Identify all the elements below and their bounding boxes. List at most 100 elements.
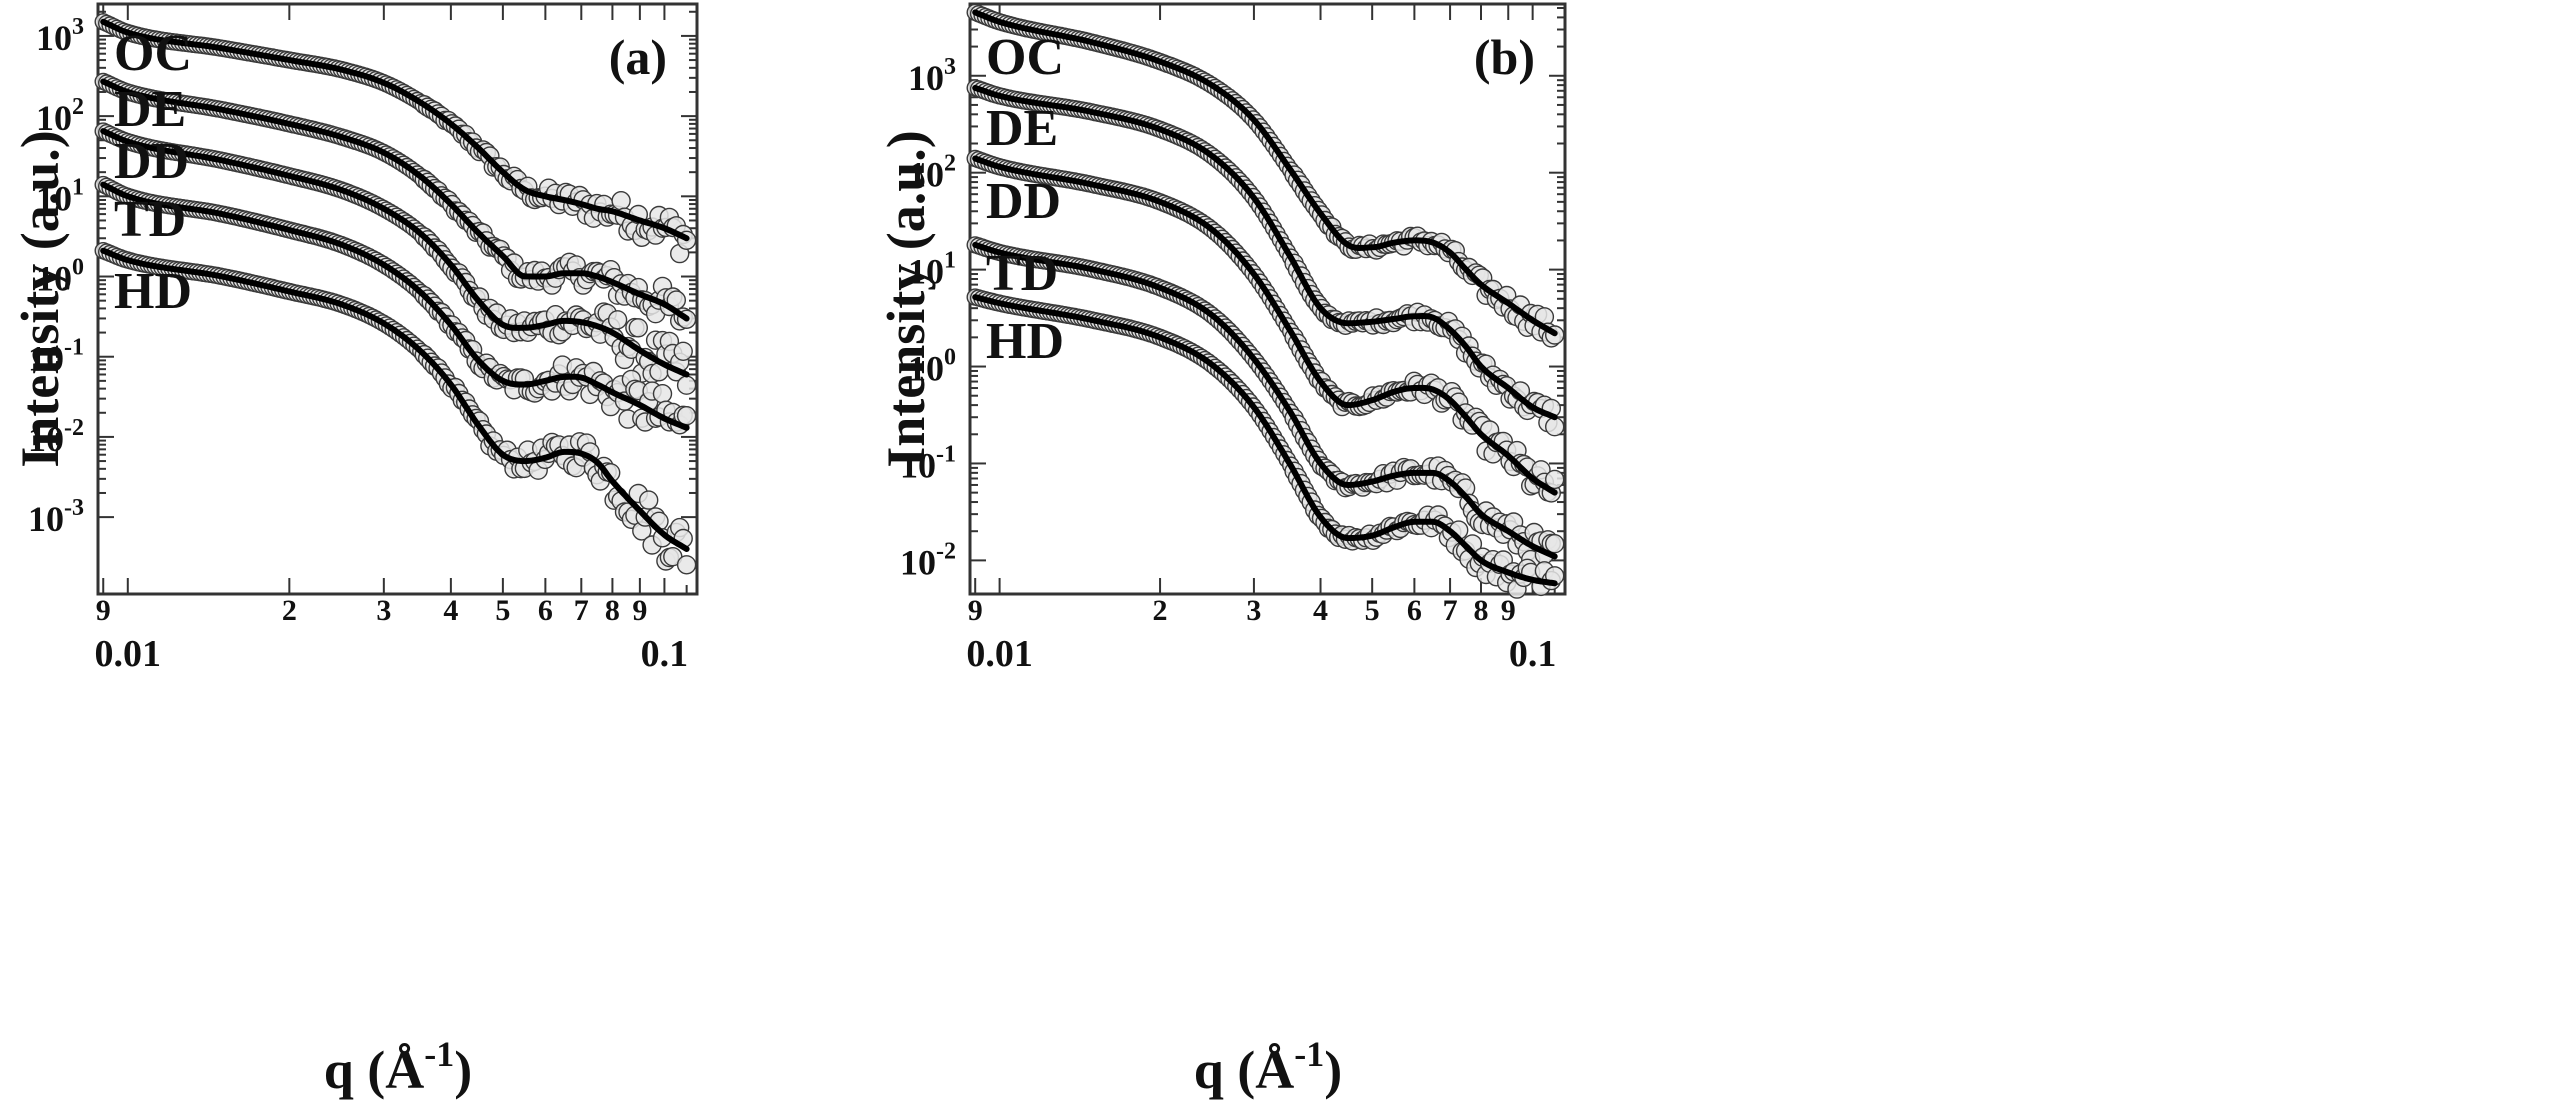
panel-a: 90.012 3 4 5 6 7 8 90.110310210110010-110-210-3… — [10, 2, 699, 1100]
x-tick-label: 0.1 — [1509, 633, 1557, 675]
y-tick-exponent: 1 — [72, 174, 84, 200]
series-td — [966, 236, 1565, 570]
y-tick-label: 10-1 — [900, 441, 956, 485]
y-axis-title: Intensity (a.u.) — [876, 130, 936, 468]
x-tick-label: 9 — [968, 594, 983, 627]
x-tick-label: 9 — [96, 594, 111, 627]
y-tick-exponent: 0 — [72, 255, 84, 281]
y-tick-exponent: -2 — [936, 538, 956, 564]
series-label: TD — [986, 245, 1058, 302]
data-point — [639, 490, 659, 510]
y-tick-exponent: 1 — [944, 248, 956, 274]
data-point — [673, 341, 693, 361]
fit-line — [100, 181, 690, 431]
y-tick-base: 10 — [36, 98, 72, 138]
y-tick-base: 10 — [36, 259, 72, 299]
y-tick-label: 10-1 — [28, 335, 84, 379]
y-tick-label: 101 — [908, 248, 956, 292]
x-tick-label: 8 — [605, 594, 620, 627]
y-tick-base: 10 — [28, 339, 64, 379]
x-tick-label: 8 — [1473, 594, 1488, 627]
data-point — [676, 555, 697, 575]
y-tick-label: 100 — [908, 345, 956, 389]
y-tick-exponent: -3 — [64, 495, 84, 521]
y-tick-label: 103 — [908, 54, 956, 98]
series-td — [94, 175, 697, 435]
y-tick-base: 10 — [28, 499, 64, 539]
y-tick-exponent: 0 — [944, 345, 956, 371]
x-tick-label: 4 — [443, 594, 458, 627]
x-tick-label: 2 — [1153, 594, 1168, 627]
y-tick-label: 10-3 — [28, 495, 84, 539]
y-tick-base: 10 — [36, 18, 72, 58]
series-label: DE — [986, 100, 1058, 157]
y-tick-base: 10 — [28, 419, 64, 459]
data-point — [1544, 469, 1565, 490]
x-tick-label: 3 — [1246, 594, 1261, 627]
x-axis-title-close: ) — [1324, 1040, 1342, 1100]
x-axis-title-main: q (Å — [324, 1040, 425, 1100]
fit-line — [972, 241, 1558, 560]
y-tick-base: 10 — [908, 155, 944, 195]
y-tick-base: 10 — [36, 178, 72, 218]
fit-line — [972, 9, 1558, 337]
y-tick-base: 10 — [908, 58, 944, 98]
y-tick-base: 10 — [900, 445, 936, 485]
data-point — [628, 318, 648, 338]
plot-frame — [96, 2, 699, 596]
fit-line — [100, 78, 690, 322]
y-tick-exponent: 2 — [72, 94, 84, 120]
x-axis-title-main: q (Å — [1194, 1040, 1295, 1100]
series-oc — [966, 3, 1565, 348]
data-point — [652, 384, 673, 404]
y-tick-label: 10-2 — [28, 415, 84, 459]
x-axis-title-close: ) — [454, 1040, 472, 1100]
y-tick-base: 10 — [908, 349, 944, 389]
series-de — [966, 79, 1565, 437]
x-tick-label: 9 — [632, 594, 647, 627]
x-tick-label: 7 — [1443, 594, 1458, 627]
y-tick-exponent: -1 — [64, 335, 84, 361]
data-point — [1544, 534, 1565, 554]
panel-label: (b) — [1474, 29, 1535, 85]
series-hd — [94, 241, 697, 575]
series-label: HD — [114, 263, 192, 320]
y-tick-base: 10 — [900, 542, 936, 582]
series-de — [94, 72, 697, 331]
x-tick-label: 0.01 — [966, 633, 1033, 675]
x-tick-label: 7 — [574, 594, 589, 627]
fit-line — [100, 247, 690, 552]
panel-label: (a) — [609, 29, 667, 85]
panel-b: 90.012 3 4 5 6 7 8 90.110310210110010-110-2OCDE… — [876, 2, 1567, 1100]
y-axis-title: Intensity (a.u.) — [10, 130, 70, 468]
series-label: DE — [114, 81, 186, 138]
series-label: DD — [114, 133, 189, 190]
series-hd — [966, 288, 1565, 599]
x-tick-label: 0.1 — [641, 633, 689, 675]
y-tick-exponent: 3 — [944, 54, 956, 80]
series-label: DD — [986, 173, 1061, 230]
fit-line — [972, 294, 1558, 587]
data-point — [611, 190, 631, 211]
x-axis-title: q (Å-1) — [1194, 1034, 1343, 1100]
x-tick-label: 9 — [1501, 594, 1516, 627]
x-tick-label: 2 — [282, 594, 297, 627]
series-label: OC — [986, 29, 1064, 86]
y-tick-label: 102 — [36, 94, 84, 138]
y-tick-label: 10-2 — [900, 538, 956, 582]
series-dd — [94, 122, 697, 395]
fit-line — [100, 18, 690, 242]
series-oc — [94, 13, 697, 264]
y-tick-label: 100 — [36, 255, 84, 299]
x-tick-label: 3 — [376, 594, 391, 627]
series-dd — [966, 149, 1565, 503]
x-tick-label: 5 — [495, 594, 510, 627]
fit-line — [100, 128, 690, 378]
x-axis-title: q (Å-1) — [324, 1034, 473, 1100]
x-tick-label: 5 — [1365, 594, 1380, 627]
series-label: HD — [986, 313, 1064, 370]
y-tick-label: 103 — [36, 14, 84, 58]
series-label: TD — [114, 191, 186, 248]
y-tick-label: 102 — [908, 151, 956, 195]
